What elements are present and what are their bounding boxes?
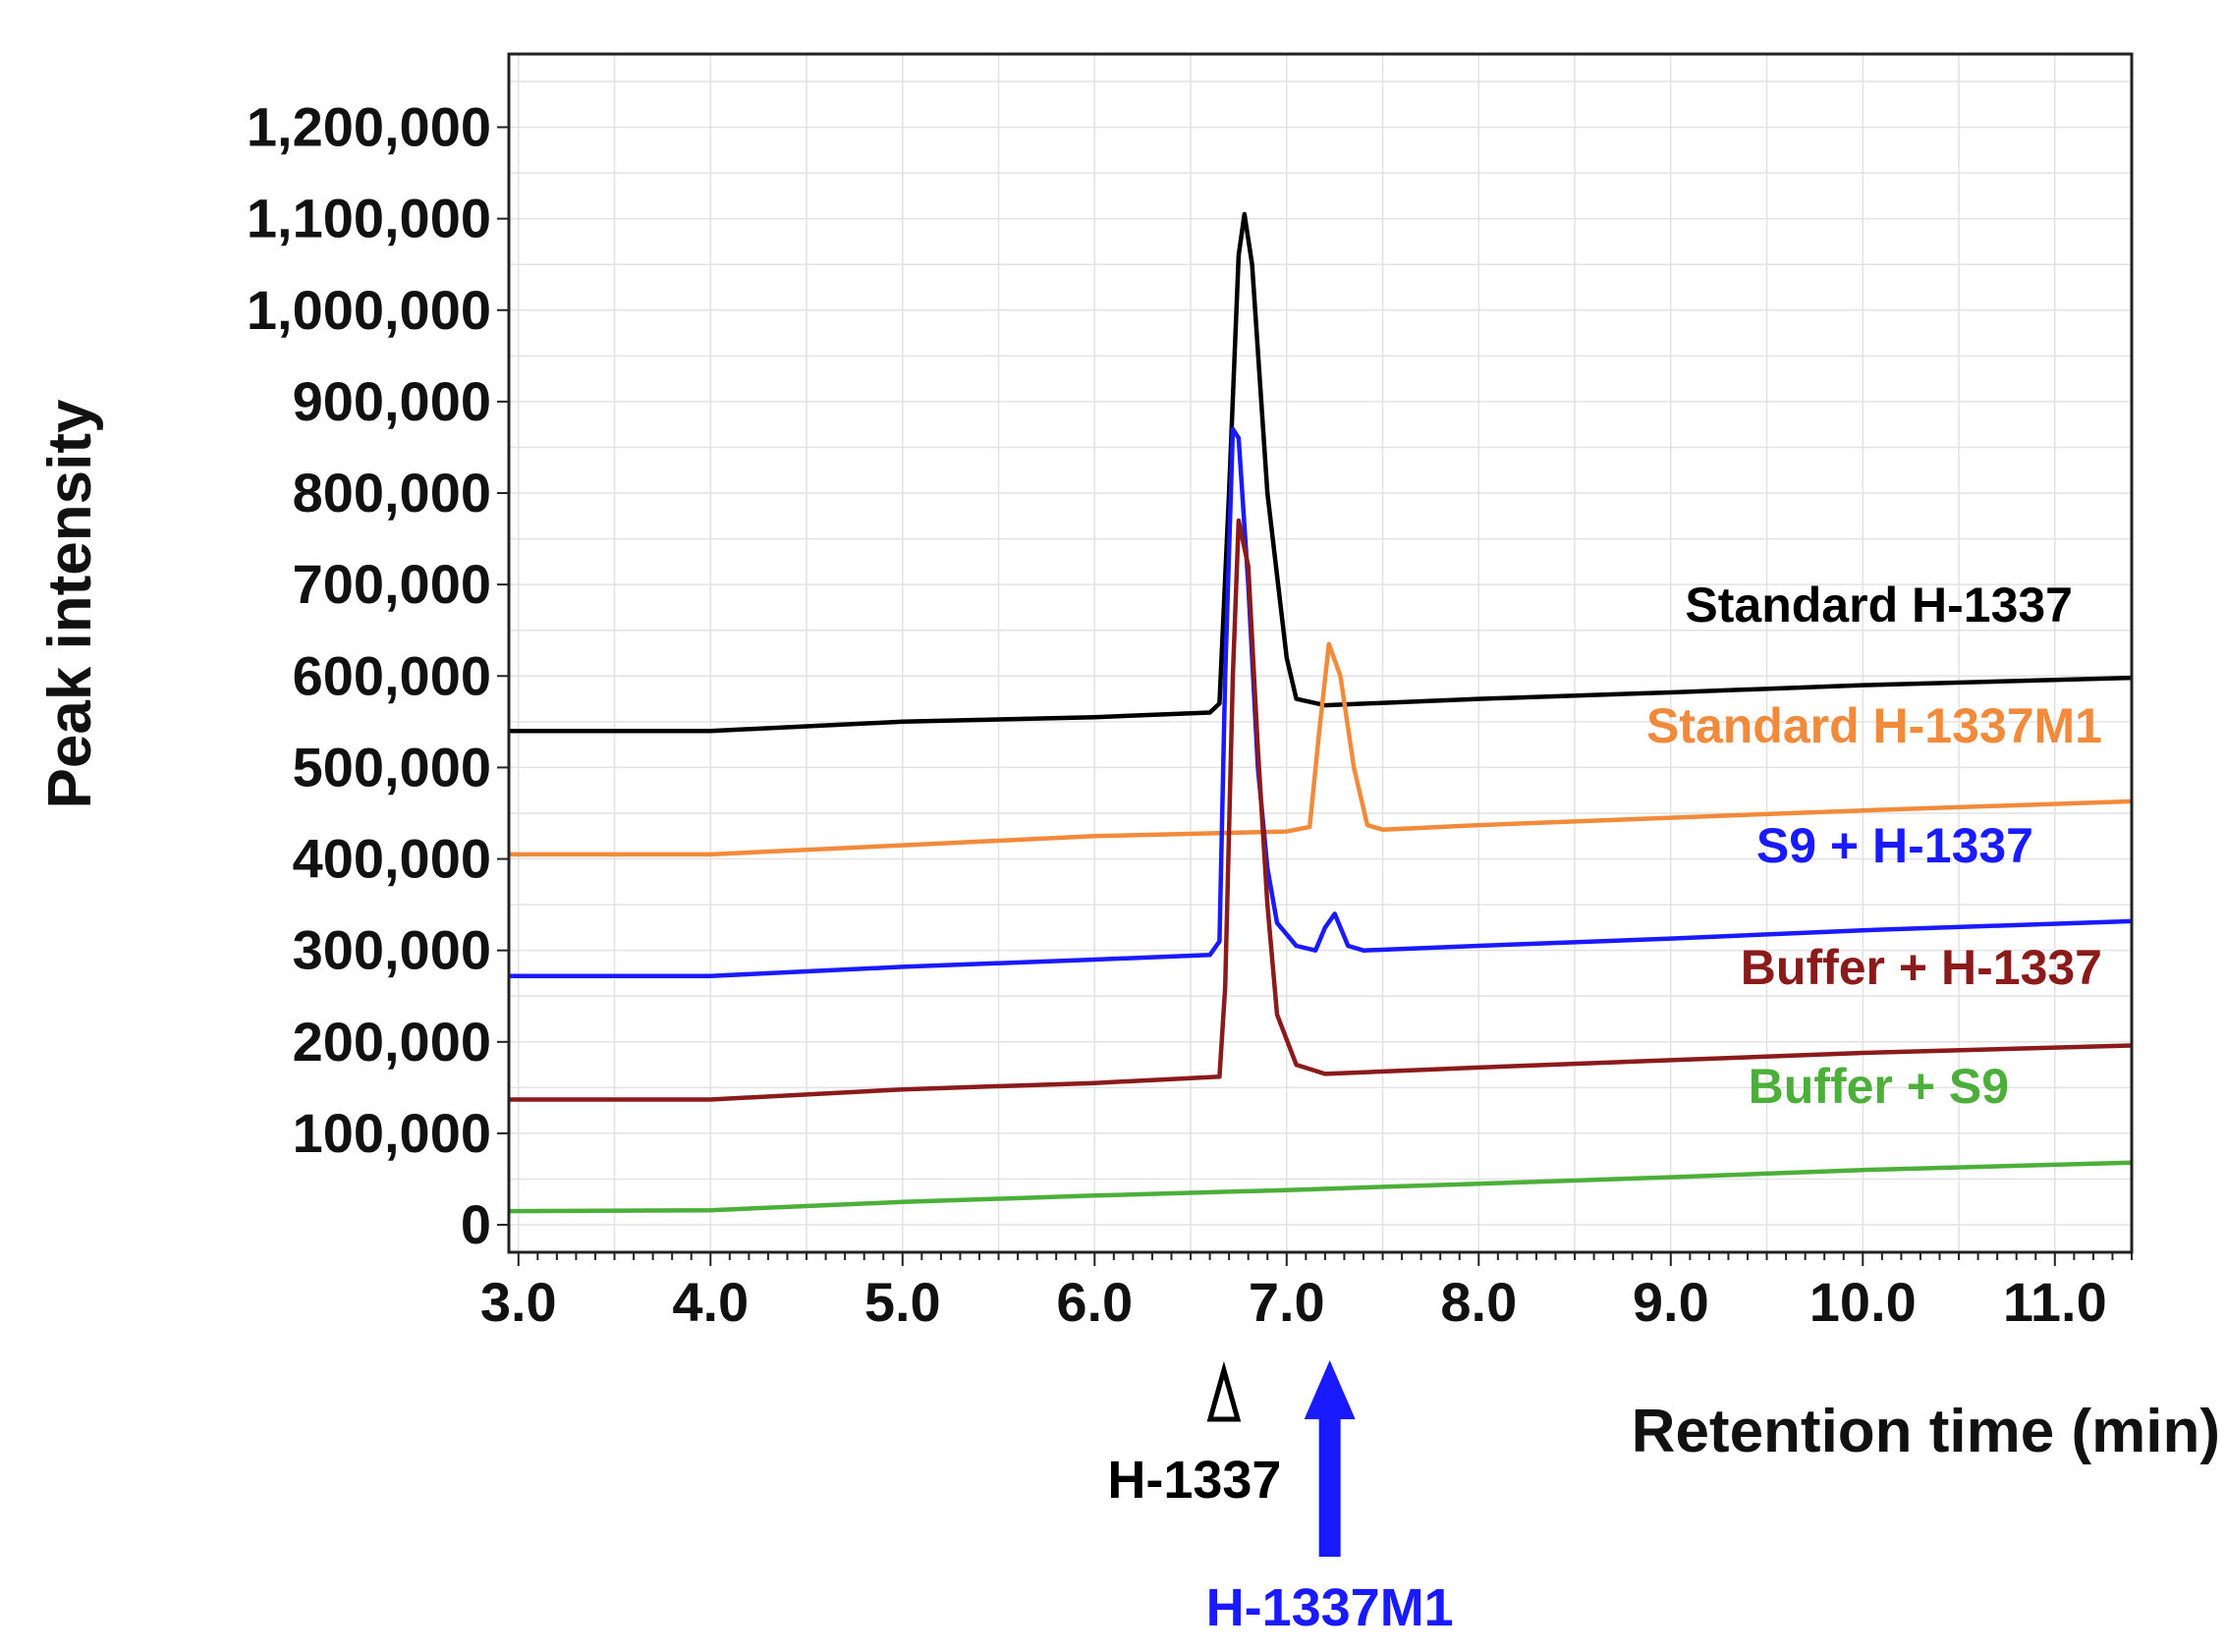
x-tick-labels: 3.0 4.0 5.0 6.0 7.0 8.0 9.0 10.0 11.0 bbox=[480, 1271, 2107, 1333]
grid bbox=[509, 54, 2132, 1252]
y-tick-label: 1,000,000 bbox=[247, 279, 491, 341]
y-tick-label: 100,000 bbox=[293, 1102, 491, 1164]
series-lines bbox=[508, 211, 2133, 1214]
y-tick-label: 200,000 bbox=[293, 1011, 491, 1073]
x-tick-label: 4.0 bbox=[672, 1271, 749, 1333]
series-label: S9 + H-1337 bbox=[1756, 818, 2033, 873]
x-tick-label: 5.0 bbox=[864, 1271, 941, 1333]
series-label: Buffer + S9 bbox=[1749, 1059, 2009, 1114]
series-line-s9-h-1337 bbox=[509, 426, 2133, 978]
annotation-label-h1337: H-1337 bbox=[1107, 1451, 1281, 1510]
y-axis-title: Peak intensity bbox=[36, 399, 104, 808]
peak-annotations: H-1337 H-1337M1 bbox=[1107, 1360, 1454, 1637]
y-tick-label: 1,100,000 bbox=[247, 188, 491, 249]
y-tick-label: 400,000 bbox=[293, 828, 491, 890]
x-tick-label: 3.0 bbox=[480, 1271, 557, 1333]
y-tick-label: 700,000 bbox=[293, 553, 491, 615]
y-tick-label: 800,000 bbox=[293, 462, 491, 523]
x-tick-label: 11.0 bbox=[2003, 1271, 2107, 1333]
arrow-shaft bbox=[1318, 1414, 1341, 1557]
series-line-standard-h-1337 bbox=[509, 211, 2133, 734]
x-tick-label: 8.0 bbox=[1440, 1271, 1517, 1333]
series-labels: Standard H-1337 Standard H-1337M1 S9 + H-1… bbox=[1646, 578, 2102, 1114]
y-tick-label: 300,000 bbox=[293, 919, 491, 981]
y-tick-label: 0 bbox=[461, 1193, 491, 1255]
series-line-buffer-s9 bbox=[508, 1160, 2133, 1214]
series-line-buffer-h-1337 bbox=[509, 518, 2133, 1102]
x-tick-label: 10.0 bbox=[1809, 1271, 1917, 1333]
y-tick-labels: 0 100,000 200,000 300,000 400,000 500,000 600,… bbox=[247, 96, 491, 1256]
y-tick-label: 900,000 bbox=[293, 370, 491, 432]
open-triangle-icon bbox=[1206, 1360, 1242, 1422]
series-label: Buffer + H-1337 bbox=[1741, 940, 2102, 995]
x-tick-label: 9.0 bbox=[1633, 1271, 1709, 1333]
y-tick-label: 1,200,000 bbox=[247, 96, 491, 158]
series-line-standard-h-1337m1 bbox=[509, 641, 2133, 857]
x-tick-label: 7.0 bbox=[1249, 1271, 1325, 1333]
plot-frame bbox=[507, 52, 2134, 1254]
y-tick-label: 600,000 bbox=[293, 644, 491, 706]
arrow-up-icon bbox=[1304, 1360, 1356, 1419]
annotation-label-h1337m1: H-1337M1 bbox=[1206, 1578, 1454, 1637]
y-tick-label: 500,000 bbox=[293, 736, 491, 798]
series-label: Standard H-1337M1 bbox=[1646, 698, 2102, 753]
series-label: Standard H-1337 bbox=[1685, 578, 2073, 633]
x-axis-title: Retention time (min) bbox=[1632, 1398, 2220, 1465]
x-tick-label: 6.0 bbox=[1056, 1271, 1133, 1333]
